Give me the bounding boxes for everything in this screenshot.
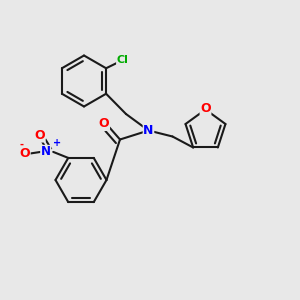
Text: O: O — [99, 117, 110, 130]
Text: O: O — [200, 101, 211, 115]
Text: N: N — [41, 146, 51, 158]
Text: O: O — [34, 129, 45, 142]
Text: +: + — [53, 138, 61, 148]
Text: O: O — [20, 147, 30, 160]
Text: N: N — [143, 124, 154, 137]
Text: -: - — [20, 140, 24, 149]
Text: Cl: Cl — [117, 55, 128, 65]
